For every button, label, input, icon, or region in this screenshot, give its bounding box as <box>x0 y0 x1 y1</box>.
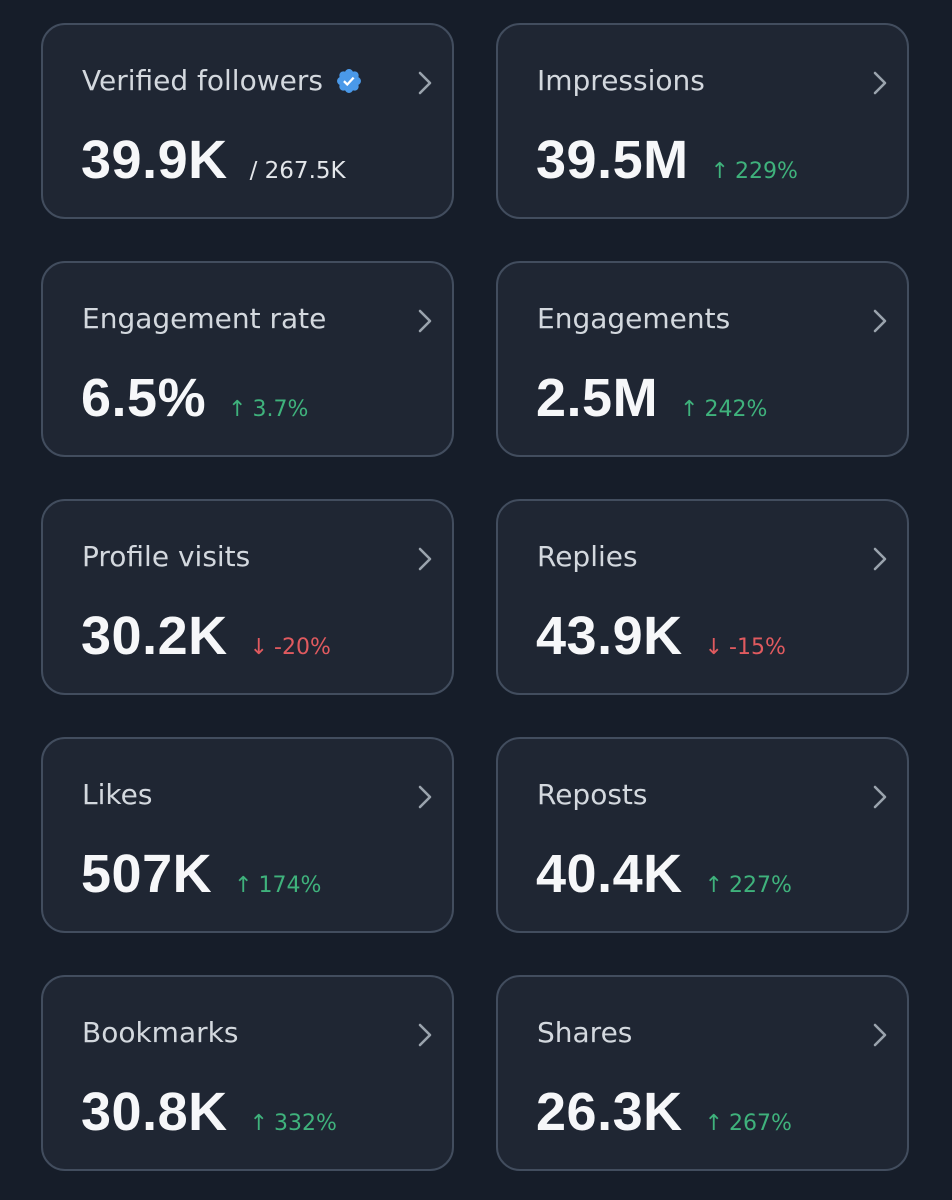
metric-card-profile-visits[interactable]: Profile visits 30.2K ↓ -20% <box>41 499 454 695</box>
chevron-right-icon <box>873 309 887 333</box>
metric-change-value: 174% <box>258 873 322 898</box>
metric-value-row: 40.4K ↑ 227% <box>536 843 792 905</box>
chevron-right-icon <box>418 1023 432 1047</box>
metric-value-row: 39.9K / 267.5K <box>81 129 346 191</box>
metric-change-value: 242% <box>704 397 768 422</box>
metric-change-value: -20% <box>274 635 331 660</box>
metric-change-value: 3.7% <box>252 397 309 422</box>
metric-value-row: 43.9K ↓ -15% <box>536 605 786 667</box>
metric-change: ↑ 174% <box>234 873 321 898</box>
metric-card-bookmarks[interactable]: Bookmarks 30.8K ↑ 332% <box>41 975 454 1171</box>
arrow-up-icon: ↑ <box>680 397 699 422</box>
metric-value-row: 6.5% ↑ 3.7% <box>81 367 308 429</box>
arrow-up-icon: ↑ <box>228 397 247 422</box>
metric-card-verified-followers[interactable]: Verified followers 39.9K / 267.5K <box>41 23 454 219</box>
metric-change: ↑ 267% <box>705 1111 792 1136</box>
chevron-right-icon <box>873 71 887 95</box>
metric-value: 39.5M <box>536 130 689 190</box>
metric-label-wrapper: Verified followers <box>82 63 363 99</box>
metric-card-impressions[interactable]: Impressions 39.5M ↑ 229% <box>496 23 909 219</box>
metric-total: / 267.5K <box>249 158 346 184</box>
metric-change: ↑ 229% <box>711 159 798 184</box>
metric-value: 40.4K <box>536 844 683 904</box>
metric-value: 43.9K <box>536 606 683 666</box>
metric-label: Engagements <box>537 302 731 335</box>
metric-change: ↓ -15% <box>705 635 786 660</box>
metric-card-engagements[interactable]: Engagements 2.5M ↑ 242% <box>496 261 909 457</box>
metric-change-value: 229% <box>735 159 798 184</box>
metric-label: Engagement rate <box>82 302 327 335</box>
metric-label: Likes <box>82 778 153 811</box>
metric-card-engagement-rate[interactable]: Engagement rate 6.5% ↑ 3.7% <box>41 261 454 457</box>
chevron-right-icon <box>873 547 887 571</box>
arrow-up-icon: ↑ <box>234 873 253 898</box>
metric-value-row: 39.5M ↑ 229% <box>536 129 798 191</box>
metric-value: 39.9K <box>81 130 228 190</box>
chevron-right-icon <box>418 71 432 95</box>
metric-label: Impressions <box>537 64 705 97</box>
chevron-right-icon <box>418 547 432 571</box>
arrow-up-icon: ↑ <box>704 873 724 898</box>
arrow-up-icon: ↑ <box>710 159 730 184</box>
chevron-right-icon <box>873 1023 887 1047</box>
chevron-right-icon <box>873 785 887 809</box>
metric-change-value: 267% <box>729 1111 792 1136</box>
metric-change: ↑ 242% <box>680 397 767 422</box>
metric-label: Verified followers <box>82 64 323 97</box>
metric-change-value: 332% <box>274 1111 337 1136</box>
metric-label: Profile visits <box>82 540 251 573</box>
metric-change: ↑ 227% <box>705 873 792 898</box>
metric-label: Bookmarks <box>82 1016 239 1049</box>
metric-change: ↓ -20% <box>250 635 331 660</box>
metric-card-likes[interactable]: Likes 507K ↑ 174% <box>41 737 454 933</box>
metric-change: ↑ 332% <box>250 1111 337 1136</box>
metric-change-value: -15% <box>729 635 786 660</box>
arrow-down-icon: ↓ <box>704 635 724 660</box>
metric-label: Shares <box>537 1016 633 1049</box>
chevron-right-icon <box>418 785 432 809</box>
chevron-right-icon <box>418 309 432 333</box>
metric-card-reposts[interactable]: Reposts 40.4K ↑ 227% <box>496 737 909 933</box>
metric-value: 507K <box>81 844 213 904</box>
metric-value: 30.8K <box>81 1082 228 1142</box>
arrow-down-icon: ↓ <box>249 635 269 660</box>
metric-card-shares[interactable]: Shares 26.3K ↑ 267% <box>496 975 909 1171</box>
metric-value-row: 2.5M ↑ 242% <box>536 367 767 429</box>
metric-value: 6.5% <box>81 368 207 428</box>
metric-value: 30.2K <box>81 606 228 666</box>
metric-value-row: 30.2K ↓ -20% <box>81 605 331 667</box>
metric-value-row: 26.3K ↑ 267% <box>536 1081 792 1143</box>
metric-value: 26.3K <box>536 1082 683 1142</box>
metric-change: ↑ 3.7% <box>228 397 308 422</box>
metric-label: Replies <box>537 540 638 573</box>
metric-value: 2.5M <box>536 368 659 428</box>
metric-card-replies[interactable]: Replies 43.9K ↓ -15% <box>496 499 909 695</box>
arrow-up-icon: ↑ <box>249 1111 269 1136</box>
metric-label: Reposts <box>537 778 648 811</box>
arrow-up-icon: ↑ <box>704 1111 724 1136</box>
metric-value-row: 507K ↑ 174% <box>81 843 321 905</box>
metric-value-row: 30.8K ↑ 332% <box>81 1081 337 1143</box>
verified-badge-icon <box>336 69 361 93</box>
metric-change-value: 227% <box>729 873 792 898</box>
